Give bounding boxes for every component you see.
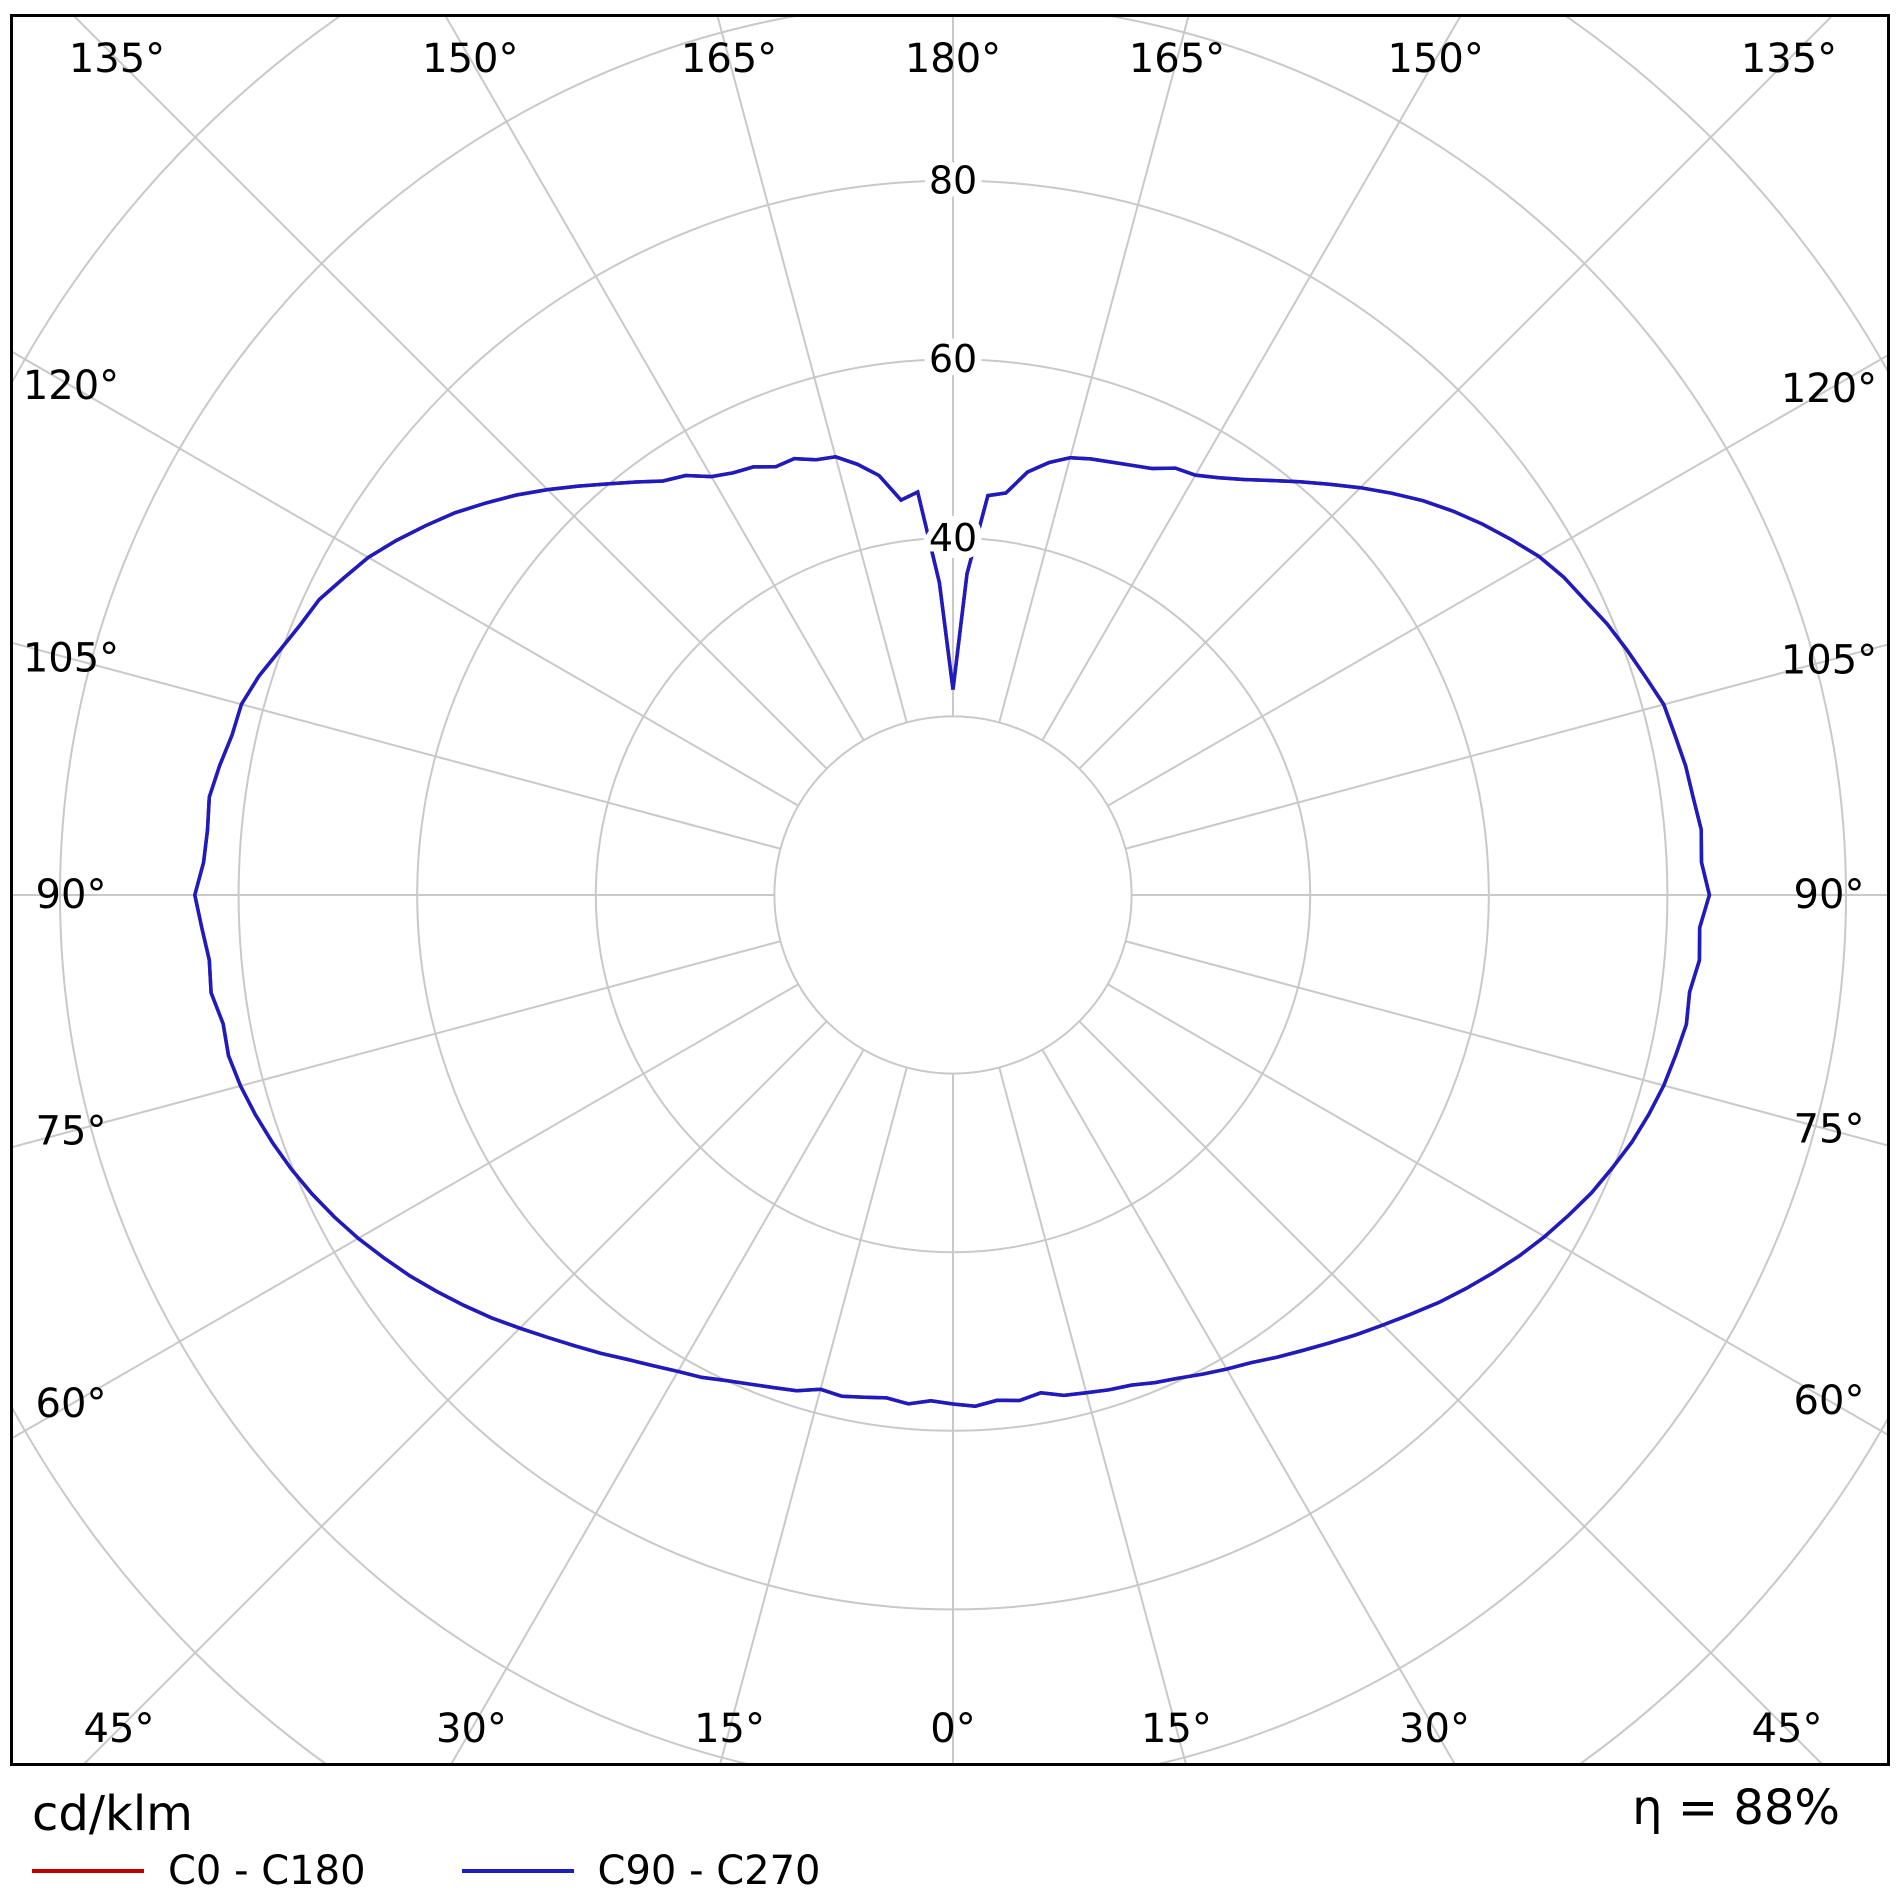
grid-spoke [13,983,799,1439]
grid-spoke [1078,17,1833,770]
angle-label: 105° [23,636,119,682]
curve-c90-c270 [193,455,1712,1408]
angle-label: 105° [1781,637,1877,683]
grid-spoke [1125,643,1887,850]
legend: C0 - C180 C90 - C270 [32,1848,821,1894]
grid-ring [773,715,1133,1075]
grid-spoke [1041,17,1462,741]
angle-label: 45° [1752,1706,1823,1752]
legend-line-c90-c270 [461,1869,574,1873]
grid-spoke [1041,1049,1456,1763]
grid-spoke [998,1067,1187,1763]
angle-label: 75° [1794,1107,1865,1153]
angle-label: 135° [1741,36,1837,82]
legend-label-c90-c270: C90 - C270 [597,1848,821,1894]
grid-spoke [1107,983,1887,1436]
legend-line-c0-c180 [32,1869,144,1873]
radial-tick-label: 80 [929,159,977,203]
angle-label: 60° [1794,1378,1865,1424]
angle-label: 165° [1129,36,1225,82]
angle-label: 15° [694,1706,765,1752]
grid-spoke [1107,354,1887,807]
angle-label: 135° [69,36,165,82]
angle-label: 90° [1794,872,1865,918]
angle-label: 165° [681,36,777,82]
diagram-frame: 40 60 80 0° 15° 15° 30° 30° 45° 45° 60° 60° 75° 75° 90… [10,14,1890,1766]
angle-label: 150° [422,36,518,82]
grid-spoke [13,351,799,807]
angle-label: 120° [1781,366,1877,412]
legend-label-c0-c180: C0 - C180 [168,1848,366,1894]
grid-spoke [719,1067,908,1763]
grid-spoke [444,17,865,741]
grid-spoke [73,17,828,770]
angle-label: 75° [36,1108,107,1154]
angle-label: 15° [1141,1706,1212,1752]
grid-spoke [1125,940,1887,1147]
efficiency-label: η = 88% [1632,1780,1840,1836]
angle-label: 60° [36,1381,107,1427]
grid-spoke [1078,1020,1823,1763]
grid-spoke [998,17,1190,723]
angle-label: 180° [905,36,1001,82]
grid-spoke [13,642,781,850]
grid-spoke [83,1020,828,1763]
grid-spoke [13,940,781,1148]
grid-spoke [450,1049,865,1763]
grid-ring [13,17,1887,1763]
angle-label: 30° [1399,1706,1470,1752]
grid-spoke [716,17,908,723]
angle-label: 30° [436,1706,507,1752]
radial-tick-label: 40 [929,516,977,560]
angle-label: 0° [930,1706,975,1752]
angle-label: 90° [36,872,107,918]
units-label: cd/klm [32,1786,193,1842]
angle-label: 45° [84,1706,155,1752]
radial-tick-label: 60 [929,337,977,381]
angle-label: 150° [1387,36,1483,82]
angle-label: 120° [23,363,119,409]
polar-diagram: 40 60 80 0° 15° 15° 30° 30° 45° 45° 60° 60° 75° 75° 90… [13,17,1887,1763]
